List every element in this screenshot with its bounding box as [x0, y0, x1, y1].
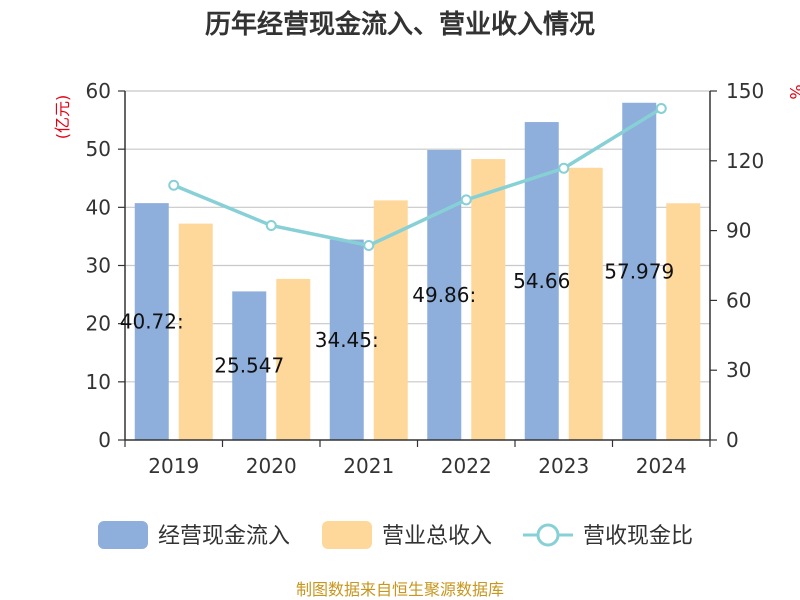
- y-left-tick-label: 50: [86, 137, 111, 161]
- data-label-cash-inflow: 49.86:: [412, 283, 476, 307]
- y-left-tick-label: 40: [86, 195, 111, 219]
- y-right-tick-label: 0: [726, 428, 739, 452]
- bar-cash-inflow: [329, 239, 364, 440]
- x-tick-label: 2019: [148, 454, 199, 478]
- bar-revenue: [471, 159, 506, 440]
- legend-label-ratio: 营收现金比: [583, 524, 693, 549]
- y-right-unit: %: [786, 84, 800, 99]
- legend: 经营现金流入 营业总收入 营收现金比: [98, 521, 693, 549]
- y-right-tick-label: 60: [726, 288, 751, 312]
- y-left-tick-label: 60: [86, 79, 111, 103]
- ratio-point: [558, 162, 570, 174]
- y-right-tick-label: 90: [726, 219, 751, 243]
- y-right-tick-label: 150: [726, 79, 764, 103]
- legend-label-revenue: 营业总收入: [382, 524, 492, 549]
- bar-revenue: [568, 167, 603, 440]
- x-tick-label: 2024: [636, 454, 687, 478]
- bar-cash-inflow: [232, 291, 267, 440]
- data-label-cash-inflow: 25.547: [214, 354, 284, 378]
- y-right-tick-label: 120: [726, 149, 764, 173]
- ratio-point: [168, 179, 180, 191]
- bar-revenue: [666, 203, 701, 440]
- legend-swatch-revenue: [322, 521, 372, 549]
- legend-swatch-cash-inflow: [98, 521, 148, 549]
- y-left-tick-label: 10: [86, 370, 111, 394]
- y-left-tick-label: 20: [86, 312, 111, 336]
- chart-title: 历年经营现金流入、营业收入情况: [205, 9, 595, 40]
- gridlines: [125, 90, 710, 383]
- data-labels: 40.72: 25.547 34.45: 49.86: 54.66 57.979: [120, 259, 674, 377]
- source-note: 制图数据来自恒生聚源数据库: [296, 580, 504, 599]
- data-label-cash-inflow: 54.66: [513, 269, 570, 293]
- bar-cash-inflow: [134, 203, 169, 440]
- y-right-tick-label: 30: [726, 358, 751, 382]
- ratio-point: [363, 239, 375, 251]
- data-label-cash-inflow: 34.45:: [315, 328, 379, 352]
- bar-cash-inflow: [427, 149, 462, 440]
- x-tick-label: 2023: [538, 454, 589, 478]
- data-label-cash-inflow: 57.979: [604, 259, 674, 283]
- legend-swatch-ratio-marker: [536, 523, 560, 547]
- data-label-cash-inflow: 40.72:: [120, 310, 184, 334]
- axes: 0 10 20 30 40 50 60 0 30 60 90 120 150 2019 2020 2021 20…: [86, 79, 765, 478]
- ratio-point: [265, 219, 277, 231]
- bar-cash-inflow: [622, 102, 657, 440]
- bar-revenue: [178, 223, 213, 440]
- ratio-point: [655, 102, 667, 114]
- ratio-point: [460, 194, 472, 206]
- y-left-tick-label: 0: [98, 428, 111, 452]
- bar-revenue: [276, 278, 311, 440]
- ratio-line-path: [173, 106, 663, 248]
- ratio-line: [168, 102, 667, 251]
- y-left-tick-label: 30: [86, 254, 111, 278]
- y-left-unit: (亿元): [53, 95, 72, 140]
- x-tick-label: 2022: [441, 454, 492, 478]
- legend-label-cash-inflow: 经营现金流入: [158, 524, 290, 549]
- x-tick-label: 2021: [343, 454, 394, 478]
- bars: [134, 102, 701, 440]
- x-tick-label: 2020: [246, 454, 297, 478]
